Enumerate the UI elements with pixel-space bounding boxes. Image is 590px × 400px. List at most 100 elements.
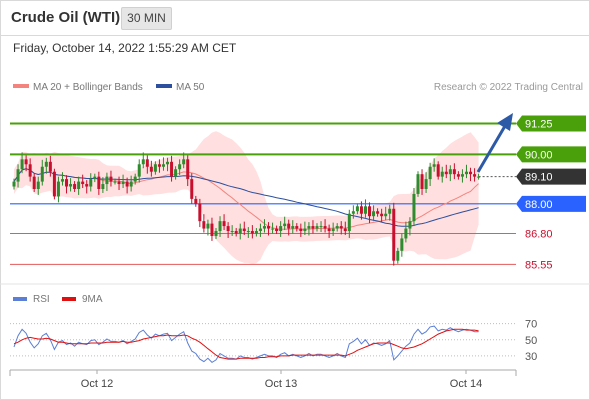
candle-body (444, 171, 448, 175)
candle (355, 203, 359, 215)
candle (267, 222, 271, 236)
candle-body (351, 211, 355, 214)
candle-body (85, 184, 89, 187)
rsi-panel: 70 50 30 (10, 319, 537, 364)
candle-body (56, 181, 60, 197)
candle (448, 165, 452, 182)
candle-body (323, 226, 327, 229)
candle-body (20, 159, 24, 170)
candle-body (32, 176, 36, 189)
candle-body (28, 164, 32, 177)
rsi-tick-label: 30 (525, 351, 537, 363)
candle (319, 221, 323, 233)
candle (48, 155, 52, 177)
candle (36, 176, 40, 195)
candle (299, 223, 303, 237)
candle-body (238, 228, 242, 234)
candle-body (137, 164, 141, 177)
x-tick-label: Oct 14 (450, 378, 482, 390)
candle-body (182, 159, 186, 165)
candle (16, 164, 20, 188)
candle (117, 176, 121, 190)
candle-body (404, 228, 408, 239)
rsi-legend-swatch (13, 297, 27, 301)
candle-body (416, 174, 420, 194)
candle (469, 167, 473, 182)
rsi-legend-label: RSI (33, 294, 50, 305)
timeframe-button[interactable]: 30 MIN (121, 7, 172, 30)
candle-body (287, 223, 291, 229)
candle-body (109, 176, 113, 182)
candle (113, 178, 117, 185)
x-tick-label: Oct 13 (265, 378, 297, 390)
candle (89, 173, 93, 192)
moving-averages (13, 168, 479, 230)
level-tag-89.10 (516, 168, 586, 185)
candle-body (246, 231, 250, 233)
candle-body (448, 169, 452, 175)
candle-body (440, 171, 444, 177)
candle-body (303, 228, 307, 232)
candle (73, 181, 77, 192)
candle (69, 178, 73, 192)
bollinger-band-fill (14, 131, 479, 265)
candle (149, 160, 153, 177)
candle (56, 176, 60, 203)
candle-body (359, 206, 363, 214)
candle-body (153, 164, 157, 172)
candle (464, 164, 468, 179)
candle (28, 158, 32, 182)
candle (182, 152, 186, 169)
candle-body (368, 206, 372, 217)
candle (129, 175, 133, 192)
candle (303, 221, 307, 235)
candle-body (319, 226, 323, 228)
candle-body (311, 226, 315, 229)
level-label-89.10: 89.10 (525, 172, 553, 184)
candle (202, 214, 206, 233)
candle (190, 173, 194, 204)
candle-body (16, 169, 20, 182)
candle-body (52, 171, 56, 197)
candle-body (77, 181, 81, 189)
candle-body (149, 166, 153, 172)
candle (246, 227, 250, 238)
candle-body (412, 193, 416, 222)
candle-body (194, 198, 198, 204)
level-label-86.80: 86.80 (525, 229, 553, 241)
candle (60, 172, 64, 186)
level-label-91.25: 91.25 (525, 118, 553, 130)
candle-body (36, 181, 40, 189)
candle (258, 223, 262, 237)
candle (254, 228, 258, 237)
x-axis: Oct 12 Oct 13 Oct 14 (81, 370, 482, 390)
candle (178, 159, 182, 176)
candle (226, 222, 230, 238)
candle (12, 178, 16, 190)
candle (392, 202, 396, 266)
candle-body (48, 161, 52, 172)
candle (279, 221, 283, 237)
candle-body (400, 238, 404, 251)
candle (170, 155, 174, 182)
candle (444, 164, 448, 179)
candle-body (101, 184, 105, 189)
candle (428, 162, 432, 187)
candle-body (372, 211, 376, 217)
candle-body (460, 174, 464, 177)
candle (262, 219, 266, 233)
candle (327, 224, 331, 238)
candle-body (473, 174, 477, 177)
candle-body (186, 159, 190, 180)
level-tag-91.25 (516, 115, 586, 132)
ma50-legend-label: MA 50 (176, 82, 205, 93)
candle (81, 174, 85, 189)
rsi-line (13, 325, 479, 364)
candle-body (335, 226, 339, 229)
candle (335, 223, 339, 232)
candle-body (392, 208, 396, 261)
candle (315, 223, 319, 232)
candle-body (432, 164, 436, 167)
candle (65, 175, 69, 194)
x-tick-label: Oct 12 (81, 378, 113, 390)
